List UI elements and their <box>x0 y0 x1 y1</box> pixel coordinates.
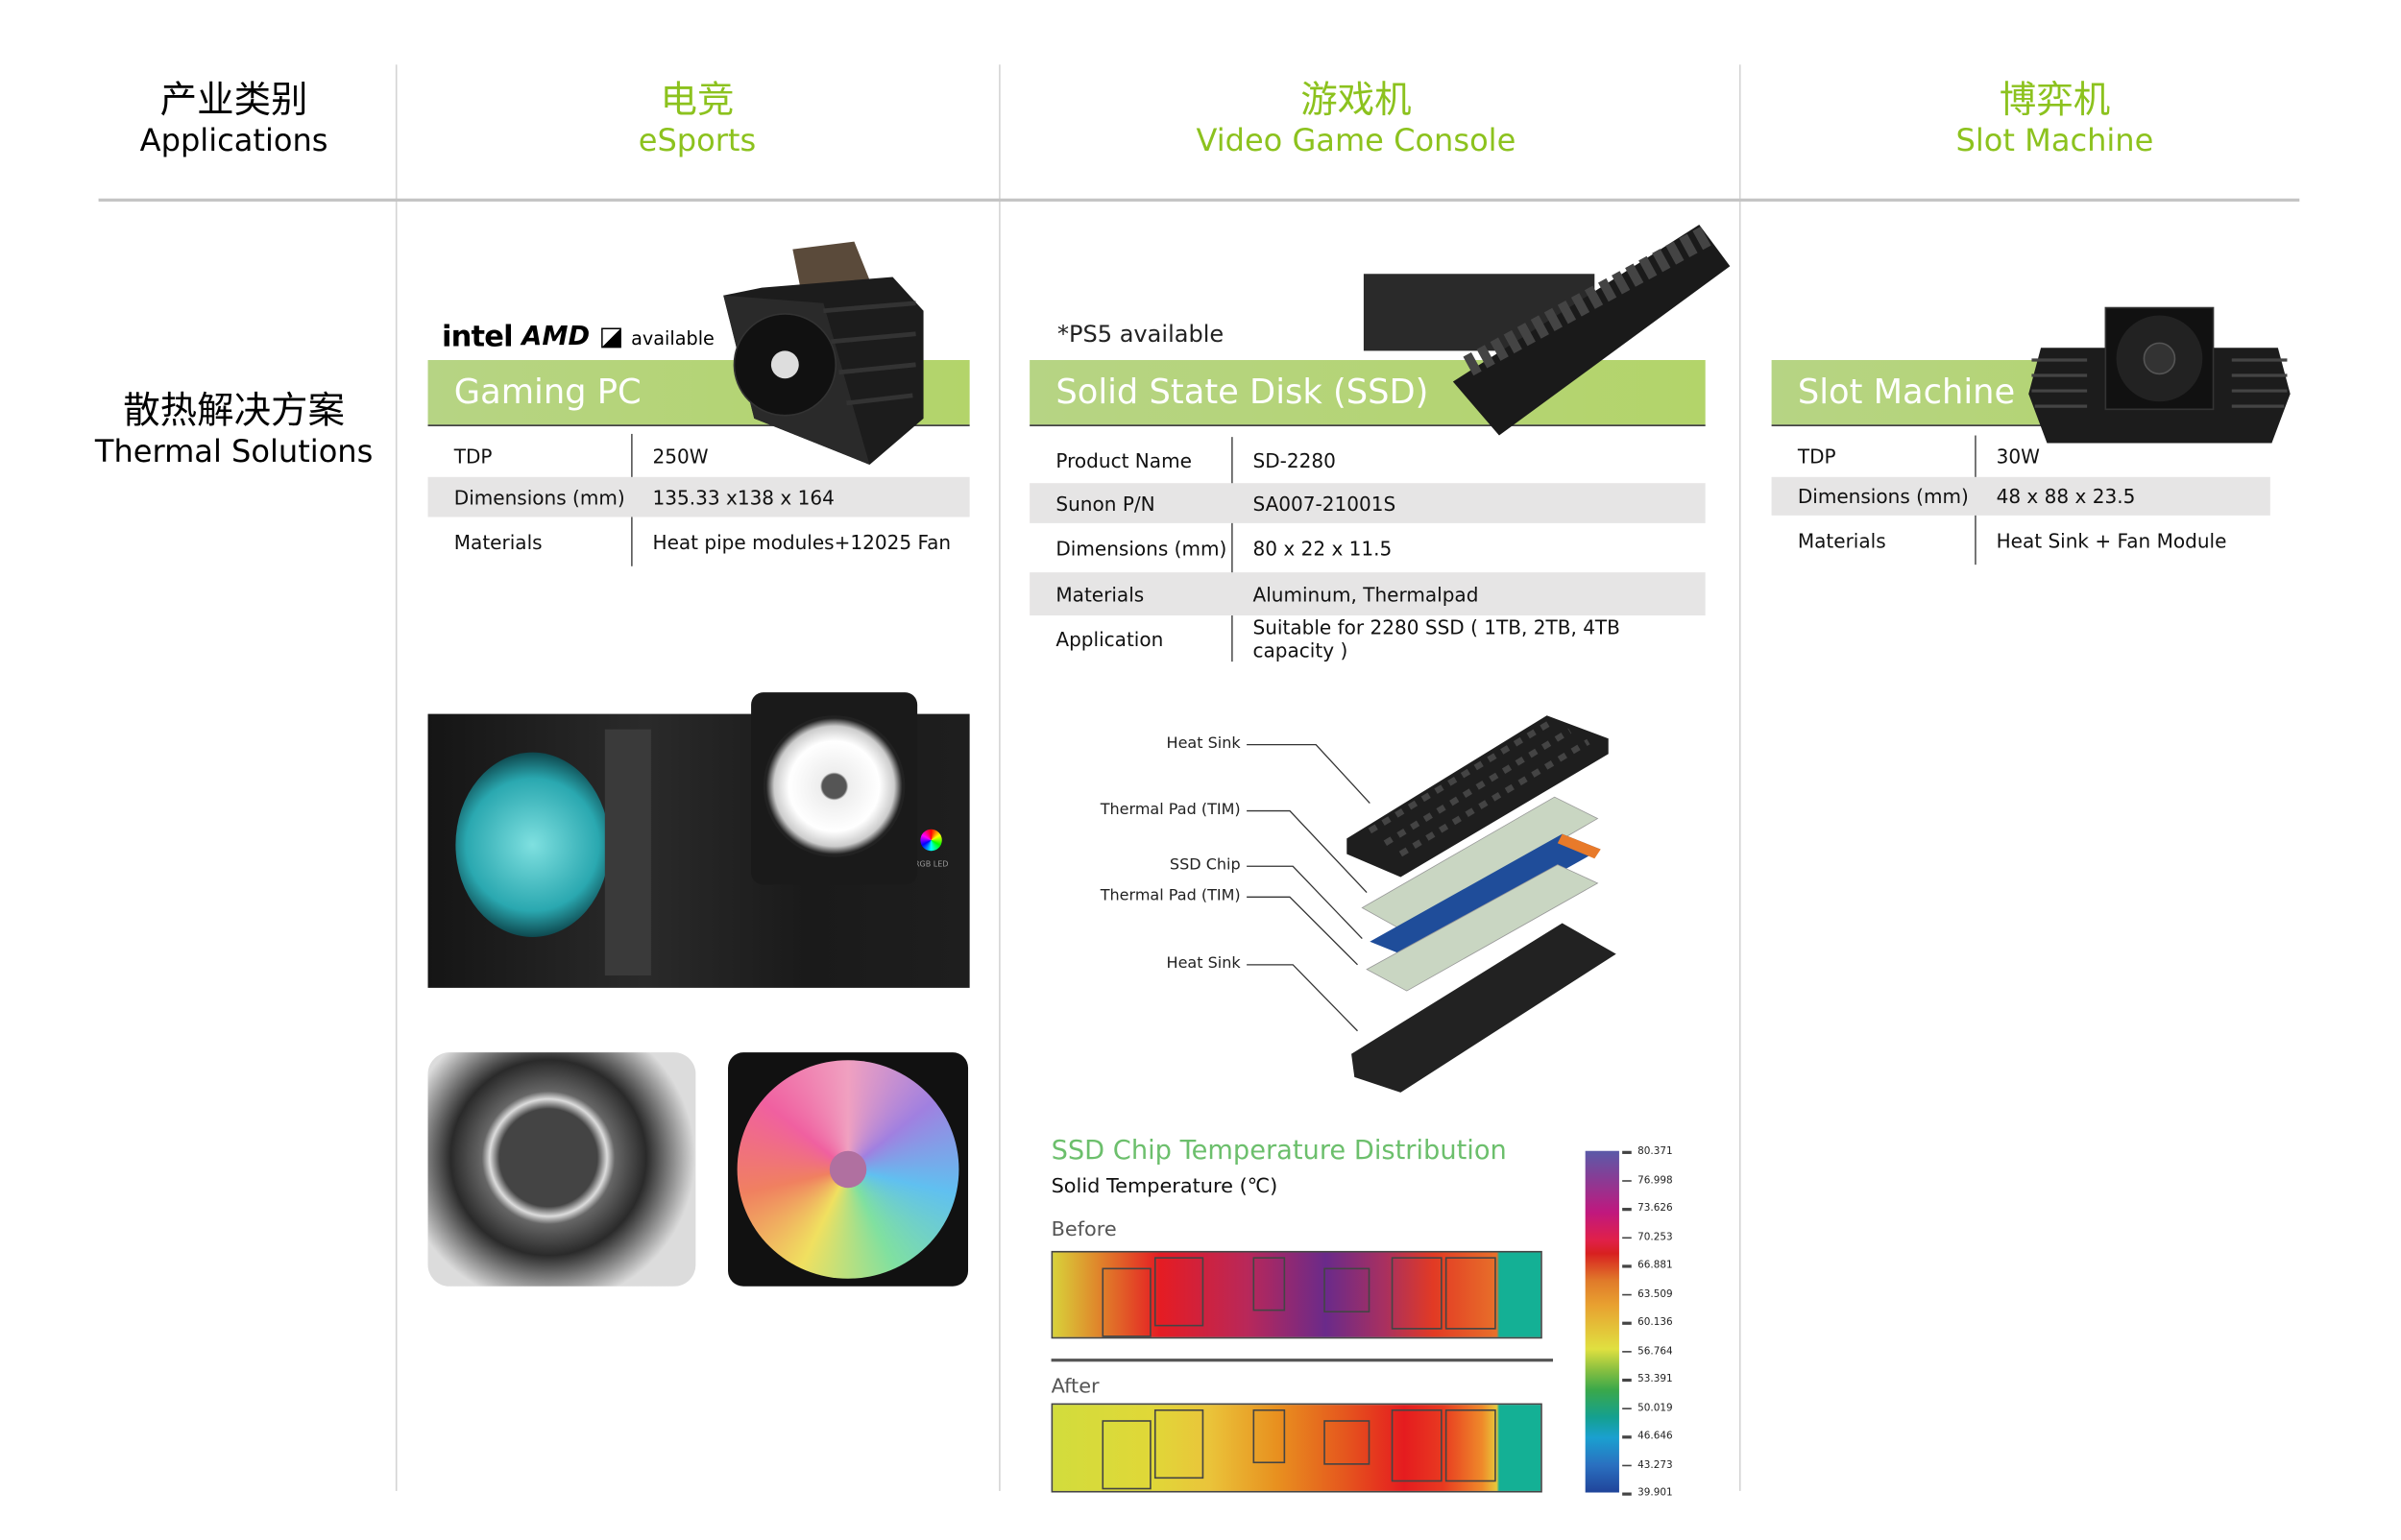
scale-tick <box>1622 1492 1632 1495</box>
scale-tick-label: 39.901 <box>1637 1486 1673 1499</box>
temperature-title: SSD Chip Temperature Distribution <box>1051 1135 1507 1167</box>
ssd-exploded-diagram <box>1247 715 1616 1093</box>
temperature-color-scale <box>1585 1150 1619 1493</box>
diagram-label: Heat Sink <box>1166 955 1241 973</box>
header-zh: 游戏机 <box>1300 78 1412 122</box>
scale-tick-label: 50.019 <box>1637 1401 1673 1413</box>
ssd-spec-table: Product Name SD-2280 Sunon P/N SA007-21001… <box>1030 437 1706 662</box>
after-heatmap <box>1051 1403 1542 1493</box>
header-divider <box>98 198 2300 202</box>
intel-logo: intel <box>441 320 514 354</box>
cyan-fan-icon <box>455 752 610 937</box>
scale-tick-label: 53.391 <box>1637 1372 1673 1385</box>
gaming-pc-spec-table: TDP 250W Dimensions (mm) 135.33 x138 x 164… <box>427 433 970 566</box>
scale-tick <box>1622 1150 1632 1154</box>
available-label: available <box>631 327 715 349</box>
diagram-label: Heat Sink <box>1166 735 1241 753</box>
spec-row: Dimensions (mm) 48 x 88 x 23.5 <box>1771 476 2270 516</box>
column-divider <box>999 64 1001 1491</box>
header-zh: 博弈机 <box>1999 78 2111 122</box>
scale-tick <box>1622 1321 1632 1325</box>
temperature-subtitle: Solid Temperature (℃) <box>1051 1175 1278 1199</box>
column-divider <box>395 64 398 1491</box>
scale-tick-label: 73.626 <box>1637 1201 1673 1215</box>
scale-tick-label: 46.646 <box>1637 1429 1673 1442</box>
white-fan-image <box>751 692 918 885</box>
scale-tick-label: 80.371 <box>1637 1144 1673 1158</box>
slot-header: 博弈机 Slot Machine <box>1824 78 2286 158</box>
scale-tick <box>1622 1350 1632 1353</box>
side-label-en: Thermal Solutions <box>94 431 374 469</box>
ssd-title-band: Solid State Disk (SSD) <box>1030 360 1706 426</box>
spec-row: Materials Heat pipe modules+12025 Fan <box>453 530 952 554</box>
diagram-label: SSD Chip <box>1169 856 1241 875</box>
before-heatmap <box>1051 1250 1542 1339</box>
scale-tick-label: 43.273 <box>1637 1457 1673 1471</box>
rgb-led-label: RGB LED <box>913 859 949 870</box>
scale-tick-label: 76.998 <box>1637 1172 1673 1186</box>
scale-tick <box>1622 1378 1632 1382</box>
scale-tick <box>1622 1463 1632 1467</box>
scale-tick <box>1622 1435 1632 1438</box>
scale-tick-label: 66.881 <box>1637 1258 1673 1271</box>
scale-tick-label: 60.136 <box>1637 1315 1673 1329</box>
esports-header: 电竞 eSports <box>467 78 929 158</box>
spec-row: TDP 250W <box>453 444 709 468</box>
scale-tick <box>1622 1236 1632 1239</box>
scale-tick <box>1622 1407 1632 1409</box>
thermal-solutions-label: 散热解决方案 Thermal Solutions <box>80 389 388 469</box>
scale-tick <box>1622 1292 1632 1296</box>
spec-row: Sunon P/N SA007-21001S <box>1030 483 1706 523</box>
scale-tick <box>1622 1179 1632 1182</box>
header-en: Applications <box>139 120 328 158</box>
slot-spec-table: TDP 30W Dimensions (mm) 48 x 88 x 23.5 Mat… <box>1771 435 2270 565</box>
spec-row: Dimensions (mm) 80 x 22 x 11.5 <box>1055 536 1393 560</box>
rgb-fan-image <box>728 1052 969 1287</box>
diagram-label: Thermal Pad (TIM) <box>1100 801 1241 819</box>
spec-row: Dimensions (mm) 135.33 x138 x 164 <box>427 476 970 517</box>
console-header: 游戏机 Video Game Console <box>1126 78 1588 158</box>
after-label: After <box>1051 1375 1100 1399</box>
spec-row: Materials Heat Sink + Fan Module <box>1797 528 2227 552</box>
spec-row: Materials Aluminum, Thermalpad <box>1030 572 1706 616</box>
column-divider <box>1738 64 1741 1491</box>
slot-heatsink-fan-image <box>2028 306 2291 444</box>
separator <box>1051 1359 1554 1361</box>
amd-logo: AMD ◪ <box>521 321 624 352</box>
ssd-title: Solid State Disk (SSD) <box>1055 373 1429 413</box>
scale-tick-label: 56.764 <box>1637 1343 1673 1357</box>
slot-title: Slot Machine <box>1797 373 2016 413</box>
applications-header: 产业类别 Applications <box>80 78 388 158</box>
scale-tick <box>1622 1264 1632 1267</box>
cpu-cooler-image <box>723 241 924 465</box>
scale-tick-label: 63.509 <box>1637 1287 1673 1300</box>
before-label: Before <box>1051 1218 1117 1242</box>
diagram-label: Thermal Pad (TIM) <box>1100 887 1241 905</box>
header-en: Video Game Console <box>1196 120 1516 158</box>
header-zh: 电竞 <box>660 78 735 122</box>
rgb-icon <box>920 829 942 852</box>
header-en: Slot Machine <box>1955 120 2154 158</box>
spec-row: Application Suitable for 2280 SSD ( 1TB, … <box>1055 615 1620 662</box>
gaming-pc-title: Gaming PC <box>453 373 642 413</box>
scale-tick-label: 70.253 <box>1637 1230 1673 1243</box>
scale-tick <box>1622 1208 1632 1211</box>
spec-row: Product Name SD-2280 <box>1055 448 1336 472</box>
ps5-note: *PS5 available <box>1056 320 1225 349</box>
black-fan-image <box>427 1052 696 1287</box>
spec-row: TDP 30W <box>1797 445 2040 469</box>
case-panel <box>604 729 651 976</box>
header-en: eSports <box>638 120 757 158</box>
header-zh: 产业类别 <box>159 78 308 122</box>
ssd-heatsink-image <box>1363 224 1731 436</box>
side-label-zh: 散热解决方案 <box>123 389 345 433</box>
